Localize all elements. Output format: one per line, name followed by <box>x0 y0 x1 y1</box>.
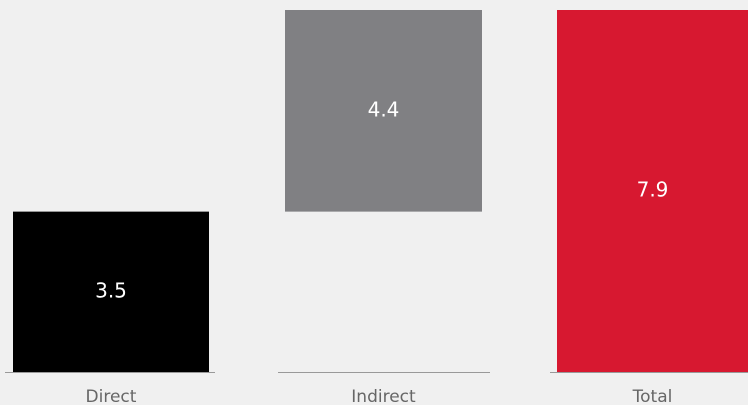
x-tick-label: Direct <box>86 387 137 405</box>
value-label: 4.4 <box>368 97 400 121</box>
bar <box>13 211 209 372</box>
bar <box>557 10 748 372</box>
x-tick-label: Indirect <box>351 387 416 405</box>
value-label: 7.9 <box>637 178 669 202</box>
value-label: 3.5 <box>95 278 127 302</box>
x-tick-label: Total <box>632 387 673 405</box>
bar <box>285 10 482 212</box>
